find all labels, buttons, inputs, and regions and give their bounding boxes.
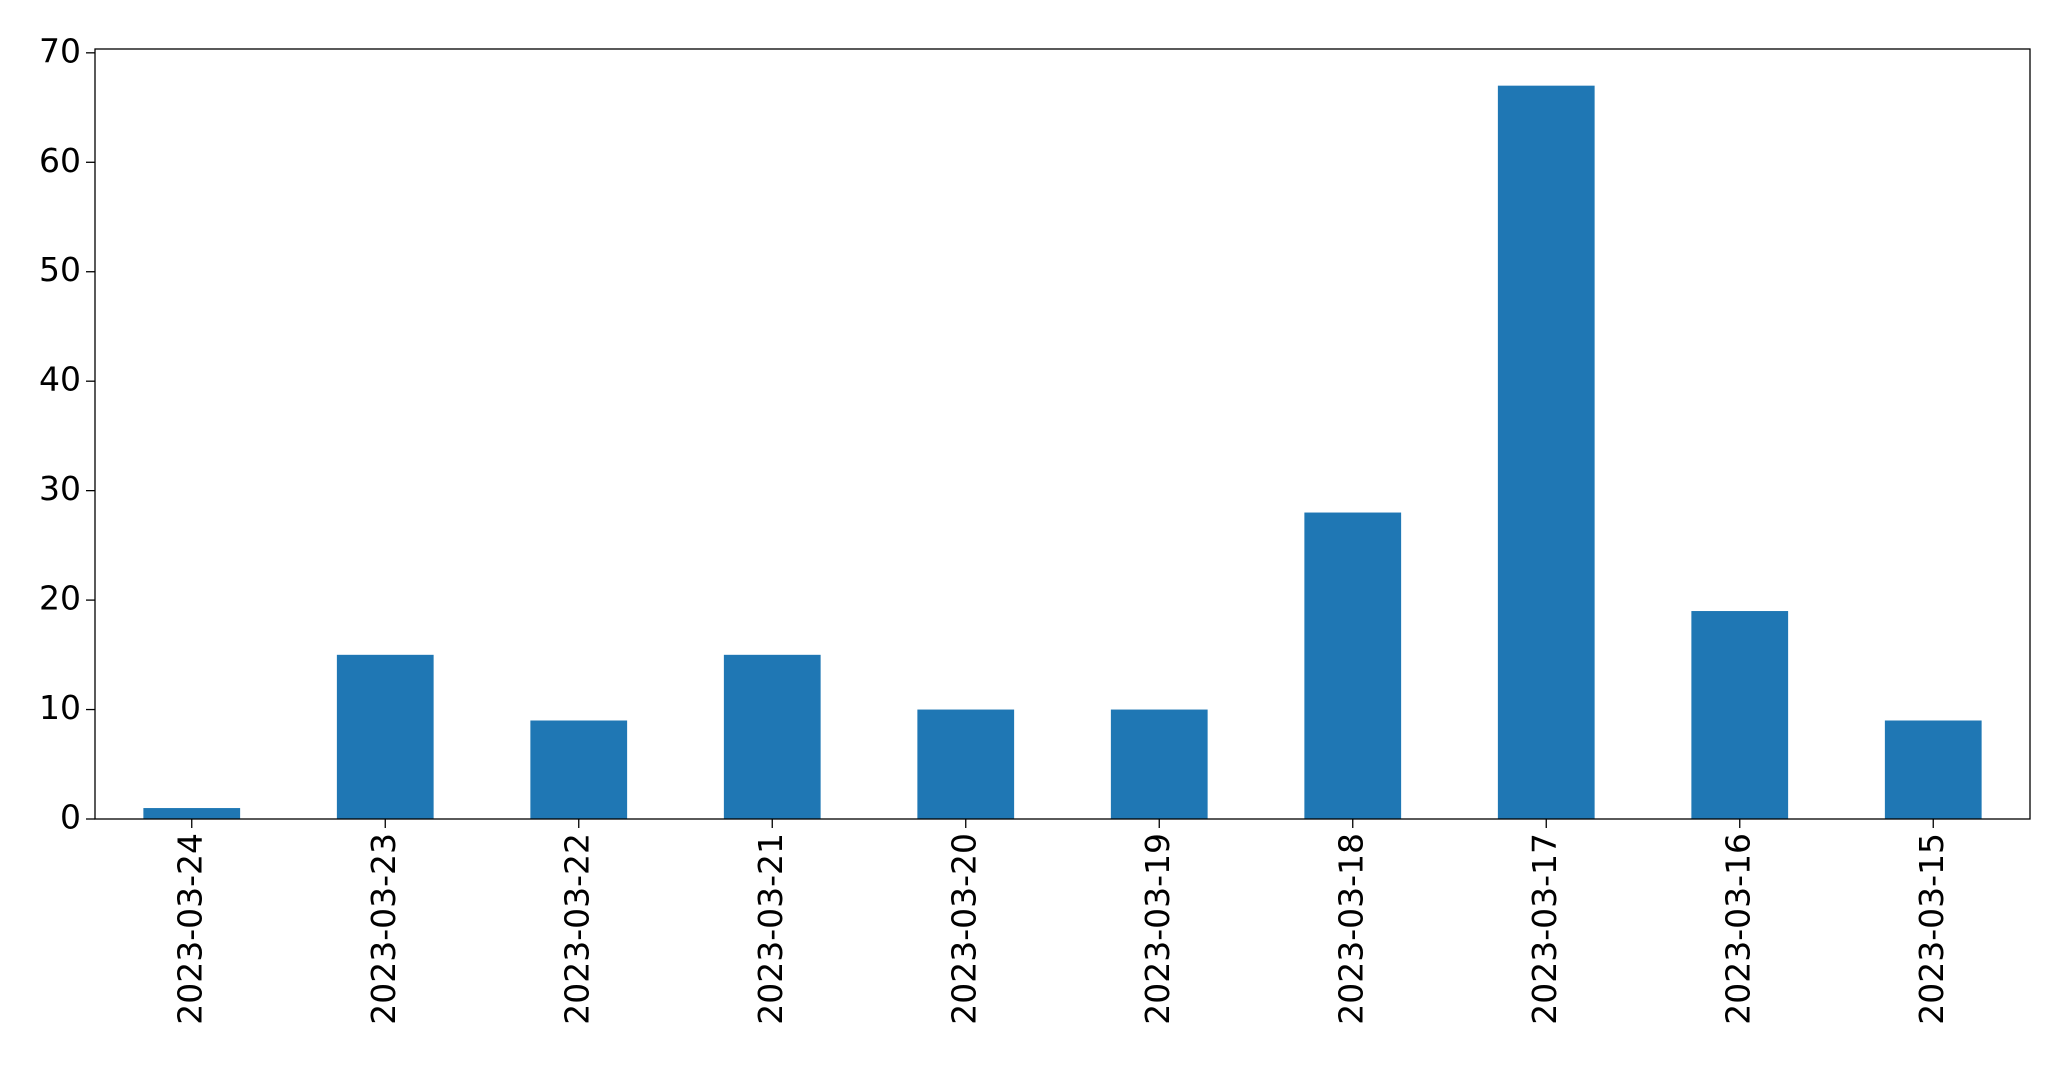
y-tick-label: 70 [39,31,81,70]
y-tick-label: 40 [39,360,81,399]
x-tick-label: 2023-03-24 [170,833,209,1025]
bar [1304,512,1402,819]
bar [530,720,628,819]
y-tick-label: 60 [39,141,81,180]
y-tick-label: 50 [39,250,81,289]
y-tick-label: 10 [39,688,81,727]
y-tick-label: 20 [39,579,81,618]
y-tick-label: 0 [60,798,81,837]
bar [143,808,241,819]
x-tick-label: 2023-03-18 [1331,833,1370,1025]
x-tick-label: 2023-03-19 [1138,833,1177,1025]
x-tick-label: 2023-03-16 [1718,833,1757,1025]
bar [336,654,434,819]
bar [1691,611,1789,819]
bar [1497,85,1595,819]
x-tick-label: 2023-03-21 [751,833,790,1025]
x-tick-label: 2023-03-17 [1525,833,1564,1025]
x-tick-label: 2023-03-15 [1912,833,1951,1025]
bar [1110,709,1208,819]
x-tick-label: 2023-03-22 [557,833,596,1025]
bar [723,654,821,819]
bar [1884,720,1982,819]
y-tick-label: 30 [39,469,81,508]
x-tick-label: 2023-03-20 [944,833,983,1025]
axes-frame [94,48,2031,820]
x-tick-label: 2023-03-23 [364,833,403,1025]
bar [917,709,1015,819]
